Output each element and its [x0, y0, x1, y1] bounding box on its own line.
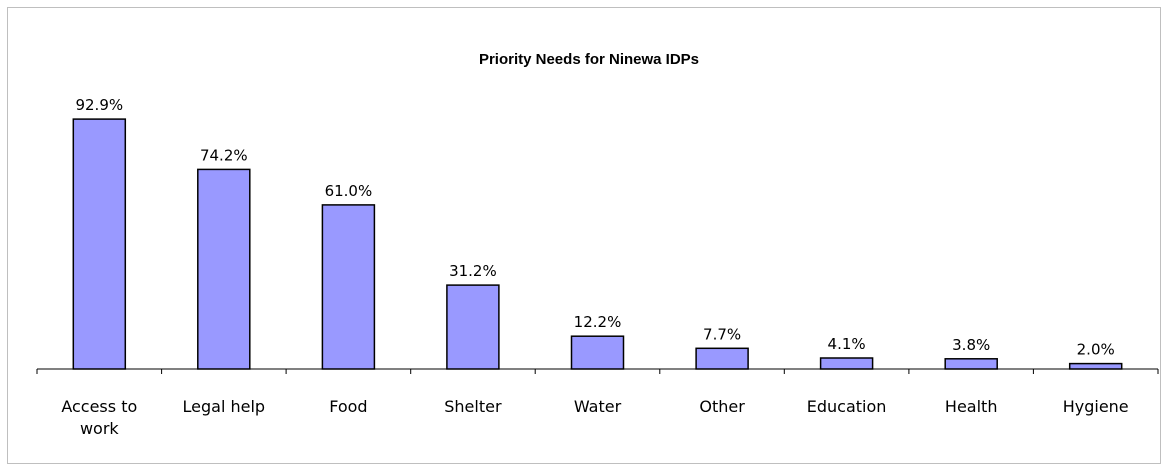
bar-access-to-work	[72, 118, 127, 370]
x-tick-label-legal-help: Legal help	[183, 397, 266, 416]
data-label-water: 12.2%	[574, 313, 622, 331]
bar-education	[819, 357, 874, 370]
x-tick-label-other: Other	[699, 397, 745, 416]
data-label-education: 4.1%	[828, 335, 866, 353]
data-label-health: 3.8%	[952, 336, 990, 354]
x-axis-ticks	[36, 369, 1159, 374]
x-tick-label-health: Health	[945, 397, 998, 416]
bar-health	[944, 358, 998, 370]
x-tick-label-education: Education	[807, 397, 887, 416]
data-label-legal-help: 74.2%	[200, 146, 248, 164]
x-tick-label-shelter: Shelter	[444, 397, 502, 416]
bars-group	[72, 118, 1123, 370]
x-tick-label-food: Food	[329, 397, 367, 416]
chart-title: Priority Needs for Ninewa IDPs	[479, 51, 699, 68]
x-tick-label-access-to-work: Access to work	[61, 397, 137, 438]
x-tick-label-hygiene: Hygiene	[1063, 397, 1129, 416]
data-labels-group: 92.9% 74.2% 61.0% 31.2% 12.2% 7.7% 4.1% 3.8% 2.0…	[75, 96, 1114, 359]
bar-food	[321, 204, 376, 370]
x-axis-tick-labels: Access to work Legal help Food Shelter Water O…	[61, 397, 1128, 438]
data-label-other: 7.7%	[703, 325, 741, 343]
bar-water	[570, 335, 625, 370]
bar-other	[695, 347, 749, 370]
bar-legal-help	[197, 168, 251, 370]
x-tick-label-water: Water	[574, 397, 622, 416]
bar-shelter	[446, 284, 500, 370]
bar-chart: Priority Needs for Ninewa IDPs 92.9% 74.2…	[36, 51, 1159, 438]
data-label-food: 61.0%	[325, 182, 373, 200]
data-label-shelter: 31.2%	[449, 262, 497, 280]
chart-frame: Priority Needs for Ninewa IDPs 92.9% 74.2…	[7, 7, 1161, 464]
bar-hygiene	[1068, 362, 1123, 370]
data-label-access-to-work: 92.9%	[75, 96, 123, 114]
data-label-hygiene: 2.0%	[1077, 341, 1115, 359]
